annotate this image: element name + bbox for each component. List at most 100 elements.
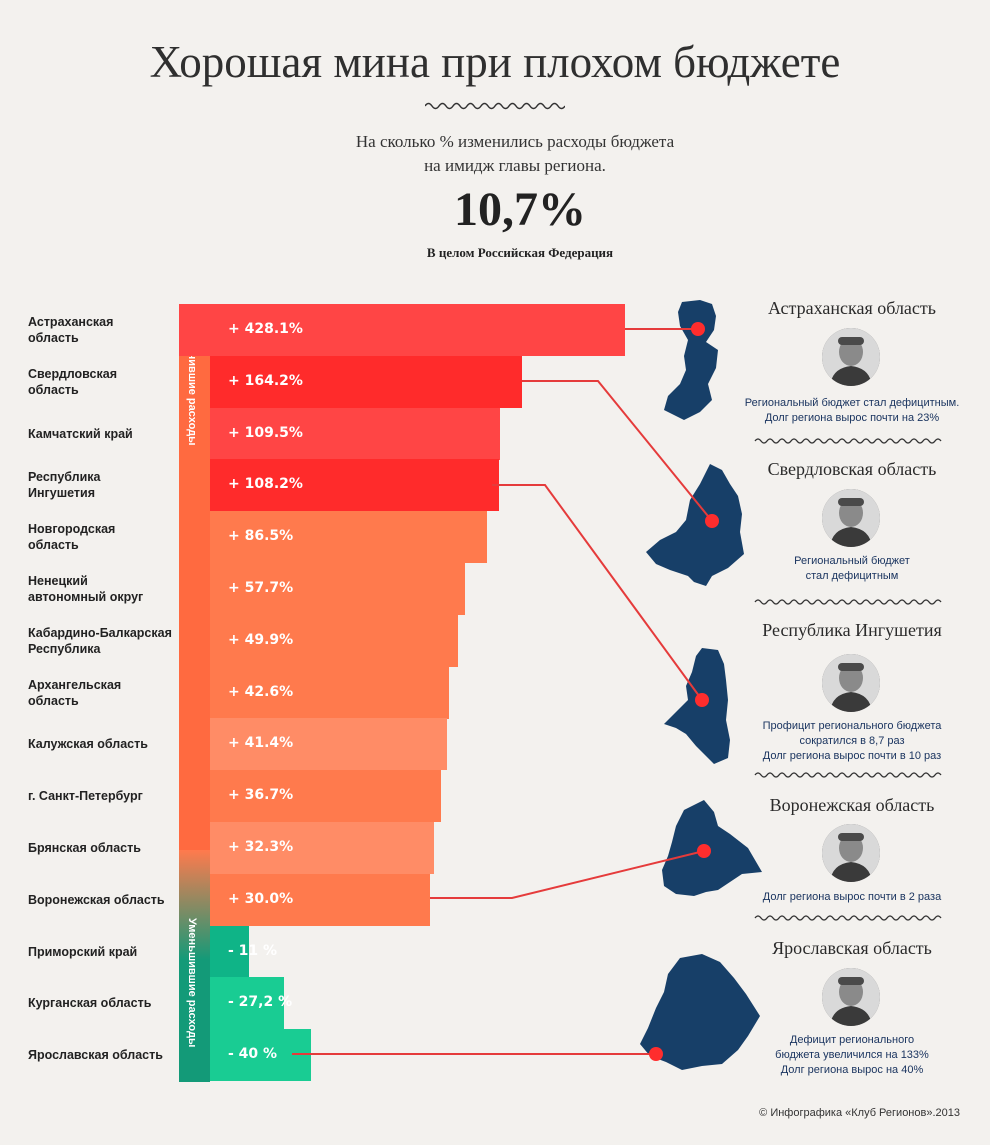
- connector-voronezh: [430, 850, 705, 899]
- bar: [210, 977, 284, 1030]
- category-label: Приморский край: [28, 944, 178, 960]
- category-label-line: Брянская область: [28, 841, 141, 855]
- increased-strip: [179, 304, 210, 904]
- dot-voronezh: [697, 844, 711, 858]
- bar: [210, 614, 458, 667]
- category-label: Курганская область: [28, 995, 178, 1011]
- category-label-line: Астраханская: [28, 315, 114, 329]
- bar: [210, 925, 249, 978]
- map-ingushetia: [664, 648, 730, 764]
- dot-yaroslavl: [649, 1047, 663, 1061]
- category-label: Ненецкий автономный округ: [28, 573, 178, 605]
- category-label: Воронежская область: [28, 892, 178, 908]
- bar-value-label: + 164.2%: [228, 372, 303, 389]
- category-label-line: Республика: [28, 641, 101, 656]
- card-title: Свердловская область: [767, 459, 937, 479]
- card-dividers: [754, 438, 942, 921]
- category-label: г. Санкт-Петербург: [28, 788, 178, 804]
- category-label-line: Свердловская: [28, 366, 117, 381]
- bar: [210, 822, 434, 874]
- category-label-line: г. Санкт-Петербург: [28, 789, 143, 804]
- card-description-line: Долг региона вырос на 40%: [780, 1064, 924, 1076]
- category-label-line: область: [28, 382, 79, 397]
- card-title: Воронежская область: [769, 795, 935, 815]
- category-label-line: Воронежская область: [28, 892, 165, 907]
- total-value: 10,7%: [454, 183, 586, 236]
- bar: [210, 459, 500, 512]
- card-title: Астраханская область: [768, 298, 936, 318]
- strip-transition: [179, 850, 210, 960]
- bar-value-label: + 32.3%: [228, 839, 294, 855]
- category-label-line: Республика: [28, 470, 101, 485]
- governor-portrait: [822, 328, 880, 386]
- bar: [210, 873, 430, 926]
- bar-value-label: + 109.5%: [228, 424, 303, 441]
- dot-astrakhan: [691, 322, 705, 336]
- category-label-line: Ярославская область: [28, 1048, 163, 1063]
- card-description-line: Профицит регионального бюджета: [762, 720, 942, 732]
- connector-sverdlovsk: [522, 380, 713, 522]
- card-description: Долг региона вырос почти в 2 раза: [737, 890, 967, 905]
- bar: [210, 511, 488, 564]
- category-label: Калужская область: [28, 736, 178, 752]
- bar-value-label: + 57.7%: [228, 580, 294, 596]
- category-label: Архангельская область: [28, 677, 178, 709]
- bar-value-label: + 36.7%: [228, 787, 294, 804]
- category-label-line: область: [28, 693, 79, 708]
- card-description: Региональный бюджет стал дефицитным: [737, 554, 967, 584]
- category-label-line: Кабардино-Балкарская: [28, 625, 172, 640]
- category-label: Ярославская область: [28, 1047, 178, 1063]
- category-label-line: Новгородская: [28, 522, 116, 537]
- map-yaroslavl: [640, 954, 760, 1070]
- card-description: Профицит регионального бюджета сократился…: [737, 719, 967, 764]
- bar: [210, 718, 448, 771]
- card-description-line: стал дефицитным: [805, 570, 899, 582]
- map-voronezh: [662, 800, 762, 896]
- category-label: Республика Ингушетия: [28, 469, 178, 501]
- bar: [210, 770, 441, 823]
- governor-portrait: [822, 968, 880, 1026]
- subtitle-line-2: на имидж главы региона.: [424, 156, 606, 175]
- governor-portrait: [822, 654, 880, 712]
- card-description-line: сократился в 8,7 раз: [799, 735, 905, 747]
- category-label-line: автономный округ: [28, 590, 144, 604]
- category-label: Кабардино-Балкарская Республика: [28, 625, 178, 657]
- category-label: Астраханская область: [28, 314, 178, 346]
- category-label: Камчатский край: [28, 426, 178, 442]
- page-title: Хорошая мина при плохом бюджете: [149, 37, 841, 87]
- card-description-line: Дефицит регионального: [789, 1034, 915, 1046]
- bar-value-label: + 41.4%: [228, 735, 294, 752]
- card-description-line: Региональный бюджет стал дефицитным.: [744, 397, 960, 409]
- bar-value-label: - 11 %: [228, 942, 278, 959]
- bar-value-label: - 27,2 %: [228, 994, 293, 1011]
- card-title: Республика Ингушетия: [762, 620, 942, 640]
- category-label-line: Камчатский край: [28, 426, 133, 441]
- bar-value-label: + 428.1%: [228, 321, 303, 337]
- card-title: Ярославская область: [772, 938, 932, 958]
- dot-sverdlovsk: [705, 514, 719, 528]
- decreased-side-label: Уменьшившие расходы: [186, 918, 198, 1048]
- card-description-line: бюджета увеличился на 133%: [775, 1049, 929, 1061]
- bar: [210, 355, 522, 408]
- subtitle: На сколько % изменились расходы бюджета …: [245, 130, 785, 178]
- category-label-line: Архангельская: [28, 677, 122, 692]
- total-label: В целом Российская Федерация: [426, 245, 614, 260]
- bar-value-label: + 108.2%: [228, 476, 303, 493]
- bar-value-label: + 49.9%: [228, 631, 294, 648]
- category-label-line: Курганская область: [28, 996, 152, 1011]
- governor-portrait: [822, 824, 880, 882]
- card-description: Региональный бюджет стал дефицитным. Долг…: [737, 396, 967, 426]
- bar: [179, 304, 625, 356]
- subtitle-line-1: На сколько % изменились расходы бюджета: [355, 132, 675, 151]
- bar: [210, 1029, 312, 1082]
- map-astrakhan: [664, 300, 718, 420]
- footer-credit: © Инфографика «Клуб Регионов».2013: [759, 1107, 960, 1119]
- connector-ingushetia: [492, 484, 703, 701]
- title-divider: [425, 102, 565, 110]
- bar-value-label: + 86.5%: [228, 528, 294, 545]
- category-label: Свердловская область: [28, 366, 178, 398]
- bar: [210, 666, 449, 719]
- category-label: Новгородская область: [28, 521, 178, 553]
- category-label-line: область: [28, 331, 79, 345]
- category-label-line: Ингушетия: [28, 486, 95, 501]
